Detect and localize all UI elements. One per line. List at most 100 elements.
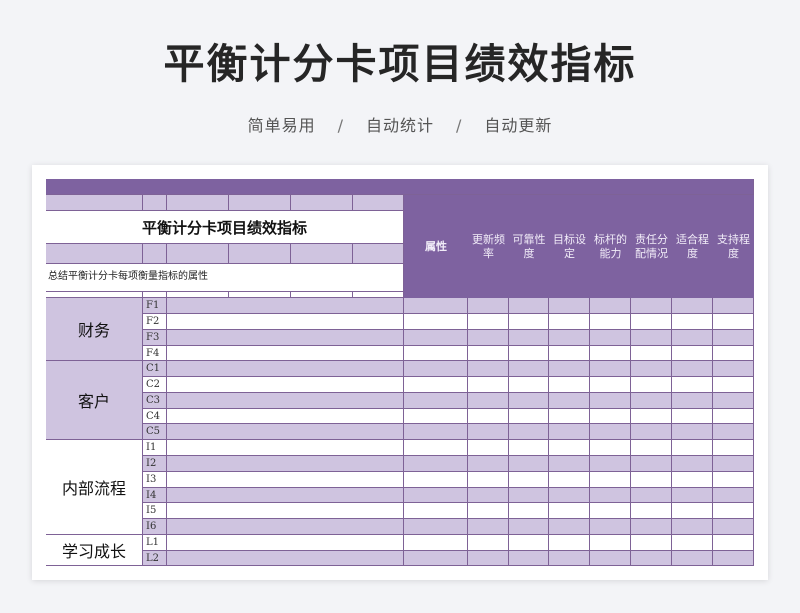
indicator-name-cell[interactable]: [167, 550, 404, 566]
category-label[interactable]: 学习成长: [46, 534, 143, 566]
attribute-value-cell[interactable]: [549, 550, 590, 566]
attribute-value-cell[interactable]: [672, 487, 713, 503]
attribute-value-cell[interactable]: [509, 471, 549, 488]
attribute-value-cell[interactable]: [713, 314, 754, 330]
attribute-value-cell[interactable]: [631, 408, 672, 424]
attribute-value-cell[interactable]: [468, 503, 509, 519]
attribute-value-cell[interactable]: [713, 408, 754, 424]
attribute-value-cell[interactable]: [509, 424, 549, 440]
attribute-value-cell[interactable]: [672, 424, 713, 440]
attribute-value-cell[interactable]: [631, 487, 672, 503]
header-spacer-cell[interactable]: [167, 195, 229, 211]
header-spacer-cell[interactable]: [167, 244, 229, 264]
attribute-value-cell[interactable]: [672, 408, 713, 424]
attribute-value-cell[interactable]: [590, 503, 631, 519]
attribute-value-cell[interactable]: [509, 329, 549, 346]
attribute-value-cell[interactable]: [549, 408, 590, 424]
attribute-value-cell[interactable]: [713, 487, 754, 503]
attribute-value-cell[interactable]: [404, 345, 468, 361]
attribute-value-cell[interactable]: [672, 471, 713, 488]
attribute-value-cell[interactable]: [713, 329, 754, 346]
attribute-value-cell[interactable]: [404, 550, 468, 566]
category-label[interactable]: 客户: [46, 361, 143, 440]
attribute-value-cell[interactable]: [509, 361, 549, 377]
indicator-name-cell[interactable]: [167, 503, 404, 519]
attribute-value-cell[interactable]: [468, 392, 509, 409]
attribute-value-cell[interactable]: [468, 519, 509, 535]
indicator-name-cell[interactable]: [167, 392, 404, 409]
attribute-value-cell[interactable]: [404, 519, 468, 535]
attribute-value-cell[interactable]: [468, 345, 509, 361]
attribute-value-cell[interactable]: [672, 534, 713, 551]
header-spacer-cell[interactable]: [143, 195, 167, 211]
sheet-description[interactable]: 总结平衡计分卡每项衡量指标的属性: [46, 264, 404, 292]
attribute-value-cell[interactable]: [404, 424, 468, 440]
attribute-value-cell[interactable]: [509, 392, 549, 409]
header-spacer-cell[interactable]: [46, 292, 143, 298]
attribute-value-cell[interactable]: [713, 424, 754, 440]
attribute-value-cell[interactable]: [590, 424, 631, 440]
attribute-value-cell[interactable]: [549, 519, 590, 535]
indicator-code[interactable]: F2: [143, 314, 167, 330]
header-spacer-cell[interactable]: [291, 244, 353, 264]
attribute-value-cell[interactable]: [549, 392, 590, 409]
attribute-value-cell[interactable]: [468, 456, 509, 472]
attribute-value-cell[interactable]: [509, 314, 549, 330]
category-label[interactable]: 财务: [46, 298, 143, 361]
attribute-value-cell[interactable]: [549, 314, 590, 330]
attribute-value-cell[interactable]: [468, 329, 509, 346]
header-spacer-cell[interactable]: [229, 195, 291, 211]
header-band[interactable]: [46, 179, 754, 195]
attribute-value-cell[interactable]: [404, 329, 468, 346]
indicator-code[interactable]: L1: [143, 534, 167, 551]
attribute-value-cell[interactable]: [631, 361, 672, 377]
attribute-value-cell[interactable]: [631, 519, 672, 535]
attribute-value-cell[interactable]: [509, 550, 549, 566]
attribute-value-cell[interactable]: [672, 392, 713, 409]
attribute-value-cell[interactable]: [509, 456, 549, 472]
attribute-value-cell[interactable]: [549, 471, 590, 488]
header-spacer-cell[interactable]: [291, 292, 353, 298]
attribute-value-cell[interactable]: [713, 550, 754, 566]
header-spacer-cell[interactable]: [143, 244, 167, 264]
indicator-code[interactable]: I5: [143, 503, 167, 519]
indicator-code[interactable]: I1: [143, 440, 167, 456]
attribute-value-cell[interactable]: [509, 534, 549, 551]
attribute-value-cell[interactable]: [631, 298, 672, 314]
attribute-value-cell[interactable]: [590, 392, 631, 409]
attribute-value-cell[interactable]: [509, 487, 549, 503]
indicator-name-cell[interactable]: [167, 345, 404, 361]
attribute-value-cell[interactable]: [509, 298, 549, 314]
attribute-value-cell[interactable]: [713, 534, 754, 551]
attribute-value-cell[interactable]: [672, 298, 713, 314]
attribute-value-cell[interactable]: [404, 440, 468, 456]
attribute-value-cell[interactable]: [549, 456, 590, 472]
attribute-value-cell[interactable]: [404, 456, 468, 472]
attribute-value-cell[interactable]: [631, 503, 672, 519]
attribute-value-cell[interactable]: [468, 314, 509, 330]
column-header-4[interactable]: 目标设定: [549, 195, 590, 298]
attribute-value-cell[interactable]: [468, 377, 509, 393]
indicator-code[interactable]: I2: [143, 456, 167, 472]
header-spacer-cell[interactable]: [229, 292, 291, 298]
attribute-value-cell[interactable]: [590, 361, 631, 377]
attribute-value-cell[interactable]: [590, 471, 631, 488]
attribute-value-cell[interactable]: [468, 471, 509, 488]
attribute-value-cell[interactable]: [590, 534, 631, 551]
indicator-code[interactable]: C3: [143, 392, 167, 409]
column-header-6[interactable]: 责任分配情况: [631, 195, 672, 298]
header-spacer-cell[interactable]: [229, 244, 291, 264]
attribute-value-cell[interactable]: [590, 519, 631, 535]
attribute-value-cell[interactable]: [509, 503, 549, 519]
indicator-code[interactable]: I4: [143, 487, 167, 503]
attribute-value-cell[interactable]: [549, 361, 590, 377]
indicator-name-cell[interactable]: [167, 408, 404, 424]
attribute-value-cell[interactable]: [468, 487, 509, 503]
attribute-value-cell[interactable]: [631, 345, 672, 361]
attribute-value-cell[interactable]: [631, 550, 672, 566]
indicator-name-cell[interactable]: [167, 456, 404, 472]
attribute-value-cell[interactable]: [631, 329, 672, 346]
attribute-value-cell[interactable]: [404, 377, 468, 393]
indicator-name-cell[interactable]: [167, 361, 404, 377]
attribute-value-cell[interactable]: [468, 298, 509, 314]
